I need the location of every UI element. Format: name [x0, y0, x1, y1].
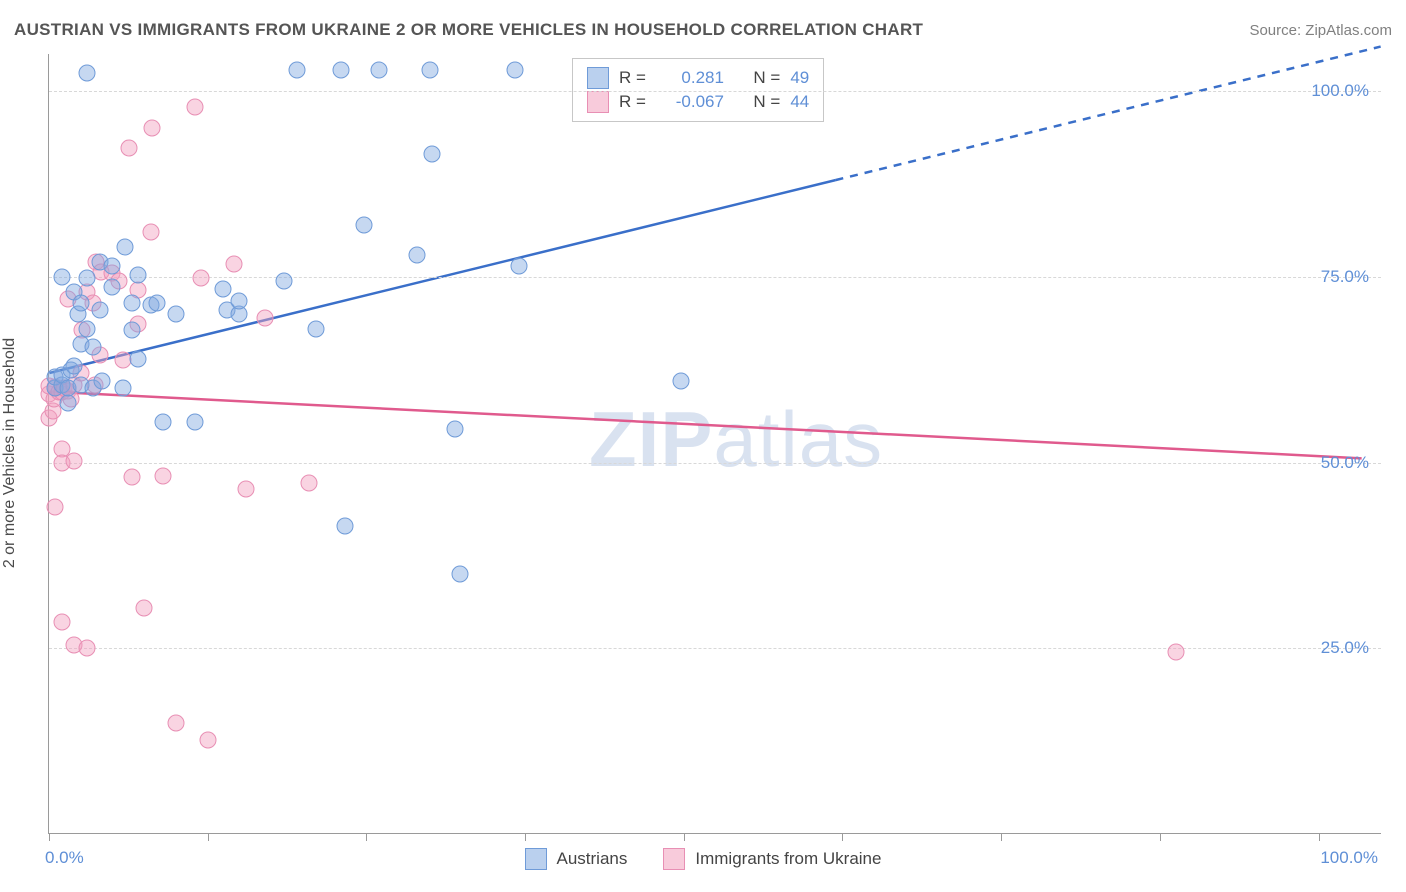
gridline	[49, 463, 1381, 464]
data-point	[53, 268, 70, 285]
data-point	[307, 320, 324, 337]
data-point	[104, 279, 121, 296]
data-point	[301, 475, 318, 492]
gridline	[49, 91, 1381, 92]
legend-row-ukraine: R = -0.067 N = 44	[587, 91, 809, 113]
swatch-ukraine-bottom	[663, 848, 685, 870]
swatch-austrians-bottom	[525, 848, 547, 870]
y-tick-label: 50.0%	[1321, 453, 1369, 473]
data-point	[421, 62, 438, 79]
data-point	[53, 614, 70, 631]
data-point	[506, 62, 523, 79]
data-point	[79, 64, 96, 81]
data-point	[237, 480, 254, 497]
data-point	[275, 272, 292, 289]
x-tick	[49, 833, 50, 841]
data-point	[148, 294, 165, 311]
data-point	[186, 99, 203, 116]
series-legend: Austrians Immigrants from Ukraine	[0, 848, 1406, 870]
x-tick	[684, 833, 685, 841]
data-point	[123, 294, 140, 311]
y-axis-label: 2 or more Vehicles in Household	[1, 338, 19, 568]
data-point	[231, 292, 248, 309]
legend-item-austrians: Austrians	[525, 848, 628, 870]
trend-lines	[49, 54, 1381, 833]
swatch-austrians	[587, 67, 609, 89]
data-point	[123, 322, 140, 339]
legend-item-ukraine: Immigrants from Ukraine	[663, 848, 881, 870]
y-tick-label: 75.0%	[1321, 267, 1369, 287]
data-point	[66, 453, 83, 470]
source-text: Source: ZipAtlas.com	[1249, 22, 1392, 39]
data-point	[447, 421, 464, 438]
data-point	[214, 280, 231, 297]
data-point	[186, 413, 203, 430]
data-point	[117, 239, 134, 256]
data-point	[91, 302, 108, 319]
data-point	[155, 413, 172, 430]
data-point	[332, 62, 349, 79]
y-tick-label: 100.0%	[1311, 81, 1369, 101]
data-point	[510, 257, 527, 274]
data-point	[94, 372, 111, 389]
data-point	[60, 395, 77, 412]
plot-area: ZIPatlas R = 0.281 N = 49 R = -0.067 N =…	[48, 54, 1381, 834]
data-point	[288, 62, 305, 79]
data-point	[193, 270, 210, 287]
data-point	[104, 257, 121, 274]
correlation-legend: R = 0.281 N = 49 R = -0.067 N = 44	[572, 58, 824, 122]
data-point	[1168, 644, 1185, 661]
data-point	[66, 358, 83, 375]
data-point	[199, 732, 216, 749]
data-point	[120, 139, 137, 156]
x-tick	[1319, 833, 1320, 841]
y-tick-label: 25.0%	[1321, 638, 1369, 658]
x-tick	[366, 833, 367, 841]
data-point	[79, 270, 96, 287]
chart-title: AUSTRIAN VS IMMIGRANTS FROM UKRAINE 2 OR…	[14, 20, 923, 40]
data-point	[72, 294, 89, 311]
data-point	[143, 120, 160, 137]
data-point	[79, 640, 96, 657]
data-point	[409, 246, 426, 263]
data-point	[452, 566, 469, 583]
data-point	[136, 600, 153, 617]
data-point	[355, 216, 372, 233]
data-point	[167, 714, 184, 731]
data-point	[256, 309, 273, 326]
x-tick	[208, 833, 209, 841]
data-point	[336, 517, 353, 534]
data-point	[79, 320, 96, 337]
legend-row-austrians: R = 0.281 N = 49	[587, 67, 809, 89]
data-point	[226, 256, 243, 273]
data-point	[85, 339, 102, 356]
data-point	[47, 499, 64, 516]
x-tick	[1001, 833, 1002, 841]
data-point	[155, 467, 172, 484]
data-point	[129, 267, 146, 284]
data-point	[673, 372, 690, 389]
x-tick	[1160, 833, 1161, 841]
data-point	[424, 146, 441, 163]
x-tick	[525, 833, 526, 841]
data-point	[371, 62, 388, 79]
gridline	[49, 277, 1381, 278]
data-point	[123, 469, 140, 486]
swatch-ukraine	[587, 91, 609, 113]
data-point	[142, 224, 159, 241]
data-point	[167, 306, 184, 323]
data-point	[114, 380, 131, 397]
x-tick	[842, 833, 843, 841]
data-point	[129, 350, 146, 367]
